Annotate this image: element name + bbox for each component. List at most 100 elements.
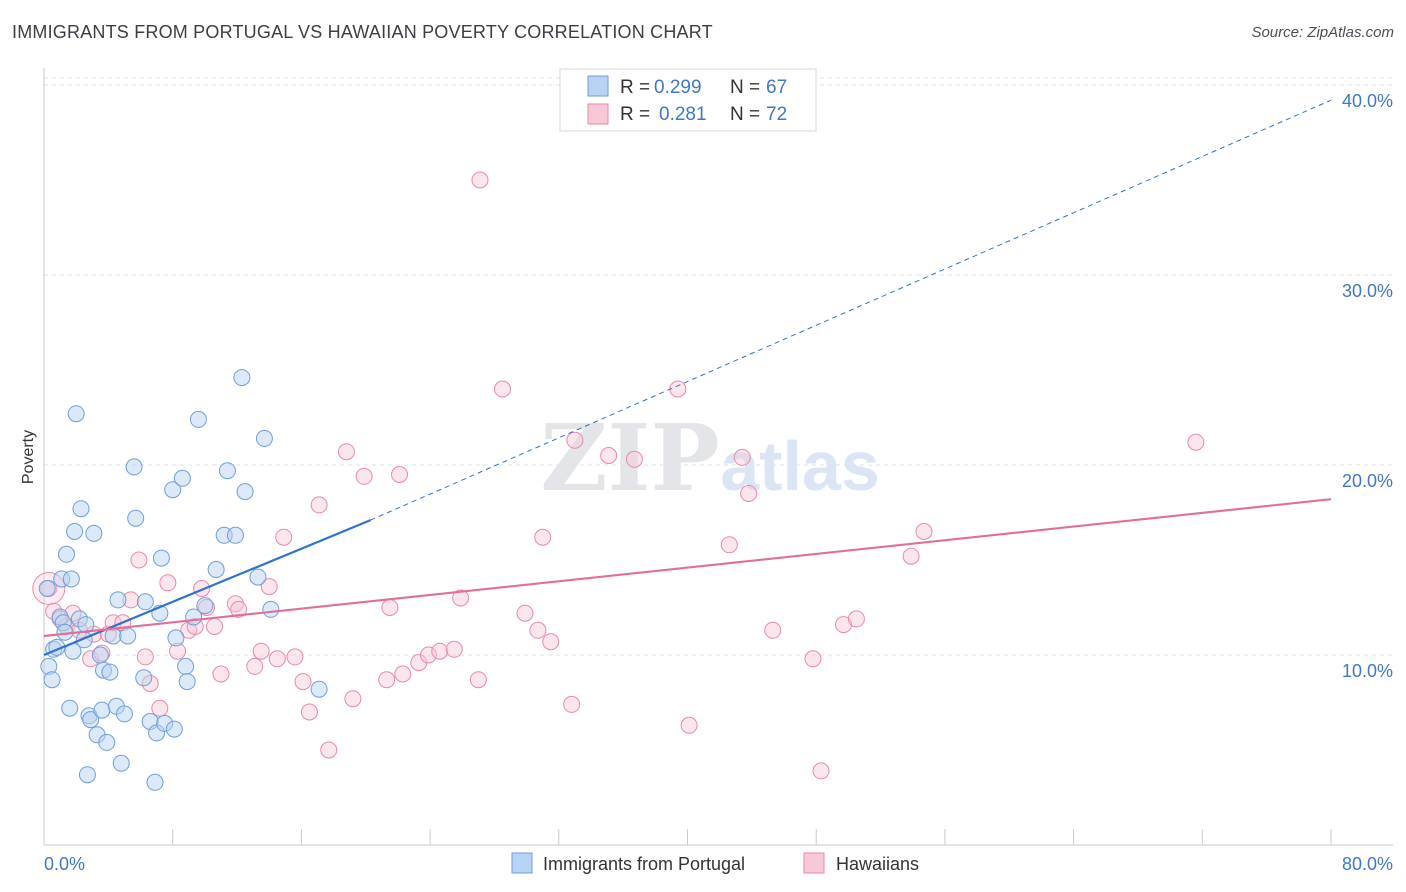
grid-lines [44, 77, 1393, 656]
hawaiians-point [529, 621, 547, 639]
y-tick-label-10: 10.0% [1342, 661, 1393, 681]
hawaiians-point [471, 171, 489, 189]
portugal-point [135, 669, 153, 687]
hawaiians-point [542, 633, 560, 651]
hawaiians-point [625, 450, 643, 468]
hawaiians-point [130, 551, 148, 569]
portugal-point [178, 673, 196, 691]
portugal-point [255, 429, 273, 447]
portugal-point [125, 458, 143, 476]
portugal-point [136, 593, 154, 611]
portugal-point [196, 597, 214, 615]
hawaiians-point [669, 380, 687, 398]
portugal-point [164, 481, 182, 499]
hawaiians-point [294, 673, 312, 691]
hawaiians-point [764, 621, 782, 639]
legend-r-value-1: 0.299 [654, 77, 702, 98]
hawaiians-point [206, 618, 224, 635]
portugal-point [218, 462, 236, 480]
bottom-legend-label-hawaiians: Hawaiians [836, 854, 919, 874]
legend-n-value-2: 72 [766, 104, 787, 125]
y-tick-label-20: 20.0% [1342, 471, 1393, 491]
hawaiians-point [1187, 433, 1205, 451]
portugal-point [72, 500, 90, 518]
hawaiians-point [212, 665, 230, 683]
portugal-point [112, 754, 130, 772]
hawaiians-point [493, 380, 511, 398]
hawaiians-point [320, 741, 338, 759]
portugal-point [91, 646, 109, 664]
hawaiians-point [534, 528, 552, 546]
portugal-point [207, 561, 225, 578]
legend-r-label-2: R = [620, 104, 650, 125]
bottom-legend-swatch-portugal [511, 852, 533, 874]
legend-n-label-2: N = [730, 104, 760, 125]
portugal-point [101, 663, 119, 681]
hawaiians-point [275, 528, 293, 546]
hawaiians-point [431, 642, 449, 660]
portugal-point [249, 568, 267, 586]
hawaiians-point [260, 578, 278, 596]
portugal-point [310, 680, 328, 698]
hawaiians-point [300, 703, 318, 721]
hawaiians-point [286, 648, 304, 666]
portugal-trend-line [43, 519, 371, 657]
hawaiians-point [812, 762, 830, 780]
portugal-point [78, 766, 96, 784]
legend-r-label-1: R = [620, 77, 650, 98]
y-tick-label-40: 40.0% [1342, 91, 1393, 111]
bottom-legend: Immigrants from Portugal Hawaiians [511, 852, 919, 874]
hawaiians-point [733, 448, 751, 466]
hawaiians-points [32, 171, 1205, 780]
legend-r-value-2: 0.281 [659, 104, 707, 125]
trend-lines [43, 99, 1332, 657]
hawaiians-point [226, 595, 244, 613]
hawaiians-point [469, 671, 487, 689]
hawaiians-point [720, 536, 738, 554]
legend-n-label-1: N = [730, 77, 760, 98]
portugal-point [104, 627, 122, 645]
bottom-legend-swatch-hawaiians [803, 852, 825, 874]
portugal-point [146, 773, 164, 791]
portugal-point [58, 545, 76, 563]
portugal-point [43, 671, 61, 689]
hawaiians-point [159, 574, 177, 592]
portugal-point [109, 591, 127, 609]
portugal-point [61, 699, 79, 717]
hawaiians-point [344, 690, 362, 708]
hawaiians-point [268, 650, 286, 668]
portugal-points [38, 369, 328, 791]
portugal-point [173, 469, 191, 487]
hawaiians-point [835, 616, 853, 634]
x-tick-label-min: 0.0% [44, 854, 85, 874]
hawaiians-point [563, 695, 581, 713]
legend-swatch-portugal [587, 75, 609, 97]
y-axis-title: Poverty [20, 430, 37, 484]
hawaiians-trend-line [43, 498, 1332, 638]
hawaiians-point [230, 600, 248, 618]
portugal-point [98, 733, 116, 751]
hawaiians-point [566, 431, 584, 449]
portugal-point [165, 720, 183, 738]
portugal-point [66, 523, 84, 540]
hawaiians-point [804, 650, 822, 668]
portugal-point [236, 483, 254, 501]
portugal-point [262, 600, 280, 618]
portugal-point [119, 627, 137, 645]
hawaiians-point [136, 648, 154, 666]
hawaiians-point [600, 447, 618, 464]
portugal-point [67, 405, 85, 423]
hawaiians-point [902, 547, 920, 565]
source-label: Source: ZipAtlas.com [1251, 24, 1394, 41]
watermark: ZIP atlas [540, 404, 879, 512]
portugal-point [38, 580, 56, 597]
portugal-point [167, 629, 185, 647]
hawaiians-point [310, 496, 328, 514]
hawaiians-point [452, 589, 470, 607]
legend-n-value-1: 67 [766, 77, 787, 98]
chart-title: IMMIGRANTS FROM PORTUGAL VS HAWAIIAN POV… [12, 22, 713, 42]
hawaiians-point [378, 671, 396, 689]
hawaiians-point [394, 665, 412, 683]
portugal-point [233, 369, 251, 387]
